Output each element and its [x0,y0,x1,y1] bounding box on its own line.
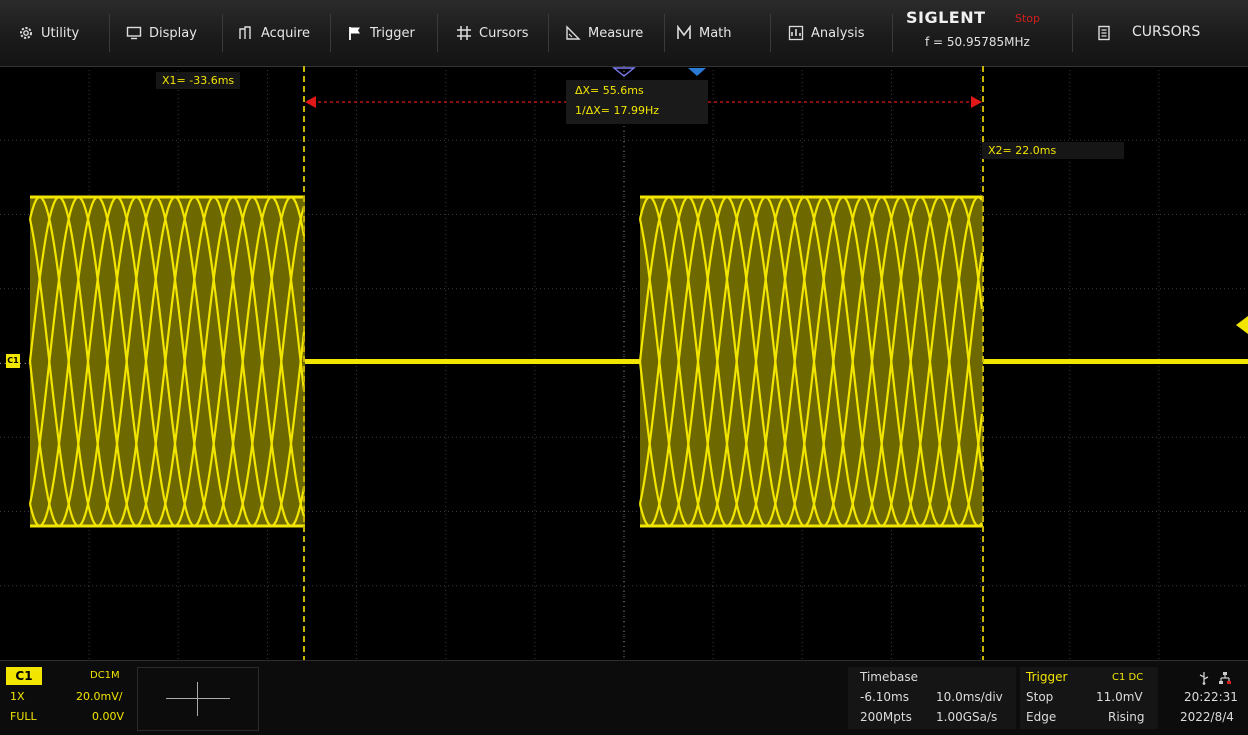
burst-envelope [30,197,305,526]
hash-icon [457,26,471,40]
waveform-trace [638,196,984,527]
menu-cursors-label: Cursors [479,25,529,41]
waveform-display[interactable]: X1= -33.6ms X2= 22.0ms ΔX= 55.6ms 1/ΔX= … [0,66,1248,660]
cursor-delta-box: ΔX= 55.6ms 1/ΔX= 17.99Hz [566,80,708,124]
trigger-position-marker [612,67,636,77]
cursor-x1-readout: X1= -33.6ms [156,72,241,89]
menu-separator [548,14,549,52]
plus-icon [166,698,230,699]
menu-separator [770,14,771,52]
waveform-trace [638,195,984,528]
cursor-inverse-delta-readout: 1/ΔX= 17.99Hz [575,104,660,117]
trigger-level: 11.0mV [1096,690,1143,704]
waveform-trace [28,196,306,527]
waveform-trace [28,195,306,528]
math-icon [677,25,691,39]
trigger-level-marker[interactable] [1236,316,1248,334]
timebase-title: Timebase [860,670,918,684]
acquire-icon [239,26,251,39]
cursor-delta-readout: ΔX= 55.6ms [575,84,644,97]
trigger-title: Trigger [1026,670,1068,684]
menu-analysis-label: Analysis [811,25,865,41]
timebase-memory: 200Mpts [860,710,912,724]
menu-utility[interactable]: Utility [18,0,79,66]
arrow-left-icon [305,96,316,108]
menu-separator [1072,14,1073,52]
trigger-type: Edge [1026,710,1057,724]
waveform-trace [28,195,306,528]
status-bar: C1 DC1M 1X 20.0mV/ FULL 0.00V Timebase -… [0,660,1248,735]
document-icon [1098,25,1110,41]
menu-acquire[interactable]: Acquire [238,0,310,66]
gear-icon [20,27,32,39]
channel-coupling: DC1M [90,670,120,681]
trigger-panel[interactable]: Trigger C1 DC Stop 11.0mV Edge Rising [1020,667,1158,729]
brand-logo: SIGLENT [906,8,986,27]
waveform-trace [28,195,306,528]
menu-separator [330,14,331,52]
menu-measure-label: Measure [588,25,644,41]
menu-separator [222,14,223,52]
waveform-trace [638,195,984,528]
trigger-slope: Rising [1108,710,1145,724]
menu-display[interactable]: Display [126,0,197,66]
timebase-time-div: 10.0ms/div [936,690,1003,704]
menu-cursors[interactable]: Cursors [456,0,529,66]
monitor-icon [126,26,142,40]
flag-icon [349,27,360,40]
channel-bandwidth: FULL [10,710,37,723]
channel-offset: 0.00V [92,710,125,723]
waveform-trace [638,196,984,527]
ruler-icon [566,25,581,40]
waveform-trace [28,196,306,527]
status-header: SIGLENT Stop f = 50.95785MHz [900,6,1060,60]
menu-math[interactable]: Math [676,0,732,66]
channel-probe: 1X [10,690,25,703]
menu-bar: Utility Display Acquire Trigger Cursors [0,0,1248,67]
plus-icon-vertical [197,682,198,716]
delay-position-marker [688,68,706,76]
timebase-panel[interactable]: Timebase -6.10ms 10.0ms/div 200Mpts 1.00… [848,667,1016,729]
channel-1-badge[interactable]: C1 [6,667,42,685]
channel-offset-marker[interactable]: C1 [6,354,20,368]
menu-right-panel[interactable] [1096,0,1112,66]
arrow-right-icon [971,96,982,108]
system-clock: 20:22:31 2022/8/4 [1168,667,1244,729]
analysis-icon [788,25,804,41]
waveform-canvas[interactable] [0,66,1248,660]
menu-display-label: Display [149,25,197,41]
trigger-state: Stop [1026,690,1054,704]
clock-time: 20:22:31 [1184,690,1238,704]
timebase-sample-rate: 1.00GSa/s [936,710,998,724]
menu-math-label: Math [699,25,732,41]
menu-measure[interactable]: Measure [565,0,643,66]
waveform-trace [28,195,306,528]
clock-date: 2022/8/4 [1180,710,1234,724]
menu-acquire-label: Acquire [261,25,310,41]
menu-utility-label: Utility [41,25,80,41]
waveform-trace [638,195,983,528]
menu-separator [109,14,110,52]
menu-trigger-label: Trigger [370,25,415,41]
waveform-trace [638,195,983,528]
timebase-delay: -6.10ms [860,690,909,704]
menu-analysis[interactable]: Analysis [788,0,865,66]
trigger-source: C1 DC [1112,672,1144,683]
channel-1-panel[interactable]: C1 DC1M 1X 20.0mV/ FULL 0.00V [6,667,134,729]
menu-trigger[interactable]: Trigger [347,0,415,66]
run-state-badge[interactable]: Stop [1015,12,1041,25]
channel-volts-div: 20.0mV/ [76,690,123,703]
usb-icon [1199,672,1209,685]
panel-title-cursors: CURSORS [1132,24,1201,40]
burst-envelope [640,197,983,526]
menu-separator [437,14,438,52]
add-channel-button[interactable] [137,667,259,731]
menu-separator [664,14,665,52]
menu-separator [892,14,893,52]
cursor-x2-readout: X2= 22.0ms [982,142,1124,159]
frequency-readout: f = 50.95785MHz [925,35,1030,49]
network-icon [1219,672,1231,684]
